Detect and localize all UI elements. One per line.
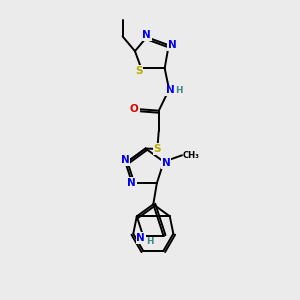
Text: N: N [121, 155, 129, 165]
Text: H: H [175, 86, 182, 95]
Text: S: S [154, 144, 161, 154]
Text: N: N [162, 158, 170, 168]
Text: O: O [130, 104, 139, 114]
Text: N: N [136, 233, 145, 243]
Text: CH₃: CH₃ [183, 151, 200, 160]
Text: S: S [135, 66, 142, 76]
Text: N: N [166, 85, 175, 95]
Text: N: N [142, 30, 151, 40]
Text: N: N [127, 178, 136, 188]
Text: N: N [168, 40, 177, 50]
Text: H: H [146, 237, 153, 246]
